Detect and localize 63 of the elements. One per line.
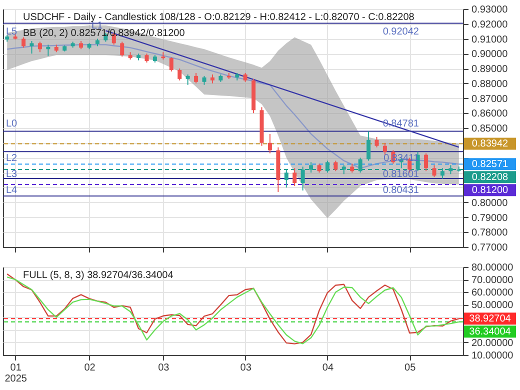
- ref-line-label: 0.81601: [382, 169, 420, 180]
- y-tick-label: 0.92000: [472, 19, 508, 30]
- candlestick: [169, 56, 174, 72]
- annotation: L4: [6, 185, 18, 196]
- candlestick: [300, 166, 305, 191]
- y-tick-label: 0.88000: [472, 78, 508, 90]
- annotation: L5: [6, 26, 18, 38]
- candlestick: [284, 169, 288, 188]
- candlestick: [292, 168, 297, 187]
- ref-line-label: 38.92704: [469, 314, 512, 325]
- chart-title: USDCHF - Daily - Candlestick 108/128 - O:0.82129 - H:0.82412 - L:0.82070 - C:0.82208: [23, 12, 415, 23]
- candlestick: [309, 162, 314, 174]
- candlestick: [22, 36, 26, 48]
- ref-line-label: 0.92042: [382, 26, 420, 38]
- annotation: L2: [6, 152, 18, 164]
- candlestick: [186, 74, 190, 86]
- y-tick-label: 0.89000: [472, 64, 508, 75]
- candlestick: [334, 160, 338, 172]
- x-tick-label: 05: [404, 362, 416, 374]
- y-tick-label: 20.00000: [472, 338, 514, 349]
- ref-line-label: 0.82571: [472, 159, 509, 170]
- candlestick: [432, 164, 436, 178]
- y-tick-label: 0.90000: [472, 49, 508, 60]
- candlestick: [30, 40, 34, 54]
- candlestick: [268, 133, 272, 154]
- ref-line-label: 36.34004: [469, 326, 512, 338]
- y-tick-label: 0.77000: [472, 242, 508, 254]
- y-tick-label: 60.00000: [472, 288, 514, 299]
- ref-line-label: 0.82208: [472, 172, 509, 184]
- annotation: L0: [6, 118, 18, 130]
- candlestick: [440, 168, 444, 180]
- y-tick-label: 80.00000: [472, 262, 514, 274]
- candlestick: [120, 41, 124, 58]
- y-tick-label: 10.00000: [472, 350, 514, 362]
- y-tick-label: 0.79000: [472, 212, 508, 224]
- y-tick-label: 50.00000: [472, 300, 514, 312]
- y-tick-label: 0.85000: [472, 124, 508, 134]
- candlestick: [366, 130, 371, 162]
- candlestick: [374, 136, 379, 148]
- annotation: L3: [6, 169, 18, 180]
- x-tick-label: 02: [84, 362, 96, 374]
- x-tick-label: 03: [240, 362, 252, 374]
- candlestick: [325, 160, 330, 174]
- chart-title: FULL (5, 8, 3) 38.92704/36.34004: [23, 270, 174, 281]
- y-tick-label: 0.80000: [472, 198, 508, 209]
- x-tick-label: 01 2025: [4, 362, 28, 384]
- ref-line-label: 0.81200: [472, 185, 509, 196]
- ref-line-label: 0.80431: [382, 185, 420, 196]
- candlestick: [194, 72, 198, 84]
- candlestick: [178, 68, 182, 81]
- x-tick-label: 04: [322, 362, 334, 374]
- candlestick: [38, 41, 42, 53]
- candlestick: [382, 142, 387, 156]
- candlestick: [358, 157, 362, 174]
- y-tick-label: 70.00000: [472, 275, 514, 286]
- ref-line-label: 0.83942: [472, 138, 509, 150]
- y-tick-label: 0.87000: [472, 94, 508, 105]
- y-tick-label: 0.91000: [472, 34, 508, 46]
- y-tick-label: 0.78000: [472, 228, 508, 239]
- y-tick-label: 0.93000: [472, 4, 508, 16]
- candlestick: [424, 152, 428, 172]
- x-tick-label: 03: [158, 362, 170, 374]
- y-tick-label: 0.86000: [472, 108, 508, 120]
